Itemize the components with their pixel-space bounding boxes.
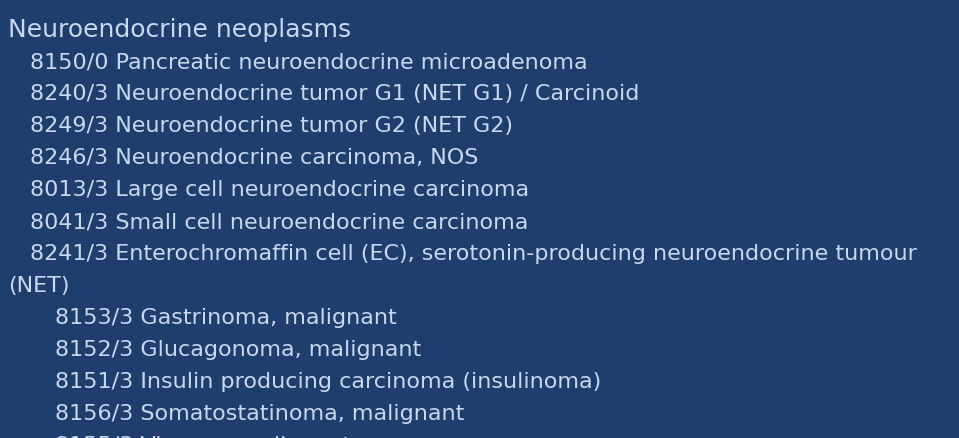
Text: 8246/3 Neuroendocrine carcinoma, NOS: 8246/3 Neuroendocrine carcinoma, NOS — [30, 148, 479, 168]
Text: 8156/3 Somatostatinoma, malignant: 8156/3 Somatostatinoma, malignant — [55, 404, 464, 424]
Text: Neuroendocrine neoplasms: Neuroendocrine neoplasms — [8, 18, 351, 42]
Text: 8153/3 Gastrinoma, malignant: 8153/3 Gastrinoma, malignant — [55, 308, 397, 328]
Text: 8152/3 Glucagonoma, malignant: 8152/3 Glucagonoma, malignant — [55, 340, 421, 360]
Text: (NET): (NET) — [8, 276, 69, 296]
Text: 8241/3 Enterochromaffin cell (EC), serotonin-producing neuroendocrine tumour: 8241/3 Enterochromaffin cell (EC), serot… — [30, 244, 917, 264]
Text: 8041/3 Small cell neuroendocrine carcinoma: 8041/3 Small cell neuroendocrine carcino… — [30, 212, 528, 232]
Text: 8240/3 Neuroendocrine tumor G1 (NET G1) / Carcinoid: 8240/3 Neuroendocrine tumor G1 (NET G1) … — [30, 84, 640, 104]
Text: 8249/3 Neuroendocrine tumor G2 (NET G2): 8249/3 Neuroendocrine tumor G2 (NET G2) — [30, 116, 513, 136]
Text: 8013/3 Large cell neuroendocrine carcinoma: 8013/3 Large cell neuroendocrine carcino… — [30, 180, 529, 200]
Text: 8155/3 Vipoma, malignant: 8155/3 Vipoma, malignant — [55, 436, 351, 438]
Text: 8150/0 Pancreatic neuroendocrine microadenoma: 8150/0 Pancreatic neuroendocrine microad… — [30, 52, 588, 72]
Text: 8151/3 Insulin producing carcinoma (insulinoma): 8151/3 Insulin producing carcinoma (insu… — [55, 372, 601, 392]
